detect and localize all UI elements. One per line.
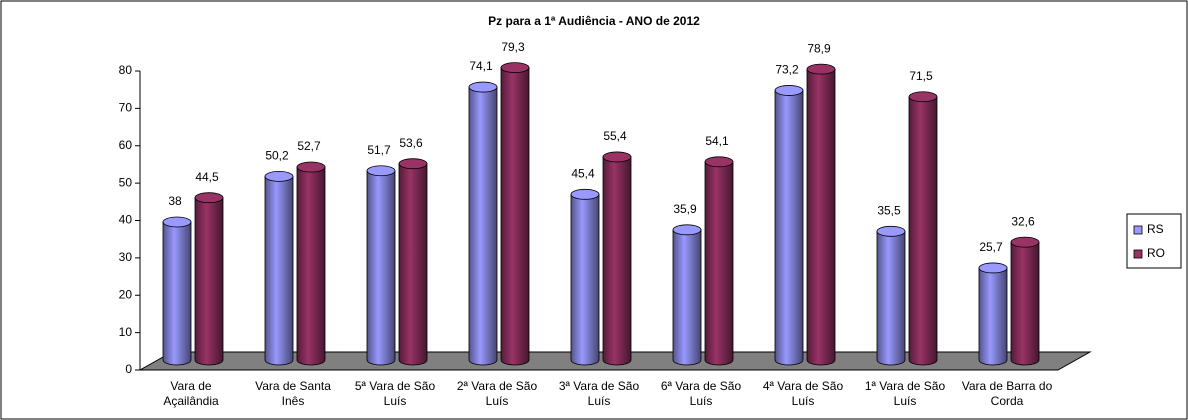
data-label: 55,4 <box>603 129 627 143</box>
bar <box>468 86 498 366</box>
y-tick-label: 10 <box>119 325 133 339</box>
data-label: 50,2 <box>265 149 289 163</box>
bar <box>1010 241 1040 366</box>
bar-top <box>978 262 1008 274</box>
data-label: 38 <box>168 194 182 208</box>
data-label: 51,7 <box>367 143 391 157</box>
bar-top <box>366 165 396 177</box>
data-label: 45,4 <box>571 166 595 180</box>
bar-top <box>398 158 428 170</box>
y-tick-label: 80 <box>119 63 133 77</box>
bar-top <box>672 224 702 236</box>
bar-top <box>876 225 906 237</box>
bar <box>672 229 702 366</box>
legend-label: RO <box>1147 246 1165 260</box>
bar-top <box>806 63 836 75</box>
data-label: 74,1 <box>469 59 493 73</box>
bar-top <box>500 62 530 74</box>
bar <box>500 67 530 366</box>
bar <box>978 267 1008 366</box>
data-label: 52,7 <box>297 139 321 153</box>
legend-box <box>1126 213 1182 269</box>
x-tick-label: Vara de Barra do Corda <box>961 379 1053 408</box>
bar-top <box>264 170 294 182</box>
x-tick-label: 4ª Vara de São Luís <box>762 379 844 408</box>
bar-top <box>602 151 632 163</box>
data-label: 73,2 <box>775 63 799 77</box>
x-tick-label: Vara de Açailândia <box>163 379 219 408</box>
bar <box>704 161 734 366</box>
y-tick-label: 0 <box>125 362 132 376</box>
bar-top <box>1010 236 1040 248</box>
bar <box>296 166 326 366</box>
legend-swatch <box>1133 225 1143 235</box>
data-label: 35,5 <box>877 203 901 217</box>
bar <box>806 68 836 366</box>
y-tick-label: 60 <box>119 138 133 152</box>
bar-top <box>570 188 600 200</box>
data-label: 78,9 <box>807 41 831 55</box>
x-tick-label: Vara de Santa Inês <box>255 379 331 408</box>
bar-top <box>908 91 938 103</box>
data-label: 35,9 <box>673 202 697 216</box>
bar <box>194 197 224 366</box>
x-tick-label: 2ª Vara de São Luís <box>456 379 538 408</box>
bar-top <box>162 216 192 228</box>
y-tick-label: 40 <box>119 213 133 227</box>
bar-top <box>296 161 326 173</box>
bar <box>908 96 938 366</box>
y-tick-label: 50 <box>119 175 133 189</box>
y-tick-label: 20 <box>119 287 133 301</box>
bar <box>774 90 804 366</box>
y-tick-label: 70 <box>119 101 133 115</box>
bar <box>876 230 906 366</box>
data-label: 71,5 <box>909 69 933 83</box>
bar-top <box>774 85 804 96</box>
bar-top <box>194 192 224 204</box>
data-label: 79,3 <box>501 40 525 54</box>
legend-label: RS <box>1147 222 1164 236</box>
bar <box>264 175 294 366</box>
data-label: 54,1 <box>705 134 729 148</box>
data-label: 32,6 <box>1011 214 1035 228</box>
x-tick-label: 1ª Vara de São Luís <box>864 379 946 408</box>
x-tick-label: 3ª Vara de São Luís <box>558 379 640 408</box>
bar <box>398 163 428 366</box>
x-tick-label: 5ª Vara de São Luís <box>354 379 436 408</box>
data-label: 25,7 <box>979 240 1003 254</box>
bar-top <box>704 156 734 168</box>
bar-top <box>468 81 498 93</box>
bar <box>162 221 192 366</box>
x-tick-label: 6ª Vara de São Luís <box>660 379 742 408</box>
bar <box>366 170 396 366</box>
data-label: 53,6 <box>399 136 423 150</box>
legend-swatch <box>1133 249 1143 259</box>
chart-title: Pz para a 1ª Audiência - ANO de 2012 <box>488 14 700 28</box>
y-tick-label: 30 <box>119 250 133 264</box>
bar <box>570 193 600 366</box>
data-label: 44,5 <box>195 170 219 184</box>
bar <box>602 156 632 366</box>
